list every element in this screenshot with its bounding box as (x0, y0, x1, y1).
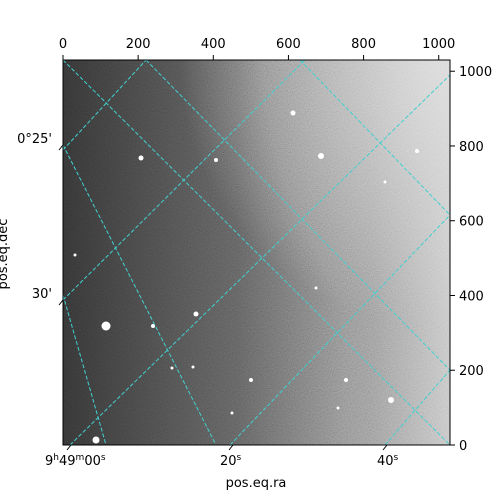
right-tick-label-5: 1000 (459, 65, 492, 80)
right-tick-label-1: 200 (459, 364, 484, 379)
x-axis-title: pos.eq.ra (226, 476, 287, 491)
star-11 (415, 149, 419, 153)
top-tick-label-0: 0 (59, 37, 67, 52)
right-pixel-axis: 0 200 400 600 800 1000 (450, 65, 492, 454)
star-9 (388, 397, 394, 403)
top-tick-label-5: 1000 (422, 37, 455, 52)
plot-frame (62, 59, 451, 446)
star-2 (138, 155, 144, 161)
grid-line-3 (229, 214, 450, 445)
grid-line-9 (63, 60, 450, 445)
top-tick-label-4: 800 (351, 37, 376, 52)
stars-layer (73, 110, 419, 444)
star-13 (73, 253, 77, 257)
star-8 (249, 378, 253, 382)
world-coordinate-grid (63, 60, 450, 445)
y-axis-title: pos.eq.dec (0, 219, 11, 290)
star-6 (193, 311, 199, 317)
star-4 (318, 153, 324, 159)
dec-tick-label-0: 0°25' (17, 132, 52, 147)
star-16 (314, 286, 318, 290)
star-15 (191, 365, 195, 369)
ra-tick-label-0: 9h49m00s (45, 453, 106, 469)
ra-tick-label-1: 20s (220, 453, 242, 469)
dec-tick-label-1: 30' (32, 287, 52, 302)
star-1 (92, 436, 100, 444)
star-18 (336, 406, 340, 410)
left-dec-axis: 0°25' 30' (17, 132, 64, 306)
top-tick-label-3: 600 (276, 37, 301, 52)
star-10 (344, 378, 348, 382)
right-tick-label-0: 0 (459, 439, 467, 454)
grid-line-6 (63, 294, 107, 445)
grid-line-7 (145, 60, 450, 371)
grid-line-4 (384, 369, 450, 445)
top-pixel-axis: 0 200 400 600 800 1000 (59, 37, 455, 60)
ra-tick-label-2: 40s (377, 453, 399, 469)
star-7 (151, 324, 155, 328)
top-tick-label-2: 400 (201, 37, 226, 52)
grid-line-2 (69, 74, 450, 445)
right-tick-label-2: 400 (459, 289, 484, 304)
star-12 (383, 180, 387, 184)
star-3 (290, 110, 296, 116)
star-14 (170, 366, 174, 370)
grid-line-0 (63, 60, 147, 151)
bottom-ra-axis: 9h49m00s 20s 40s (45, 444, 399, 469)
right-tick-label-3: 600 (459, 215, 484, 230)
star-17 (230, 411, 234, 415)
top-tick-label-1: 200 (126, 37, 151, 52)
star-5 (214, 158, 218, 162)
grid-line-5 (63, 144, 217, 445)
sky-image (63, 60, 450, 445)
star-0 (101, 321, 111, 331)
right-tick-label-4: 800 (459, 140, 484, 155)
